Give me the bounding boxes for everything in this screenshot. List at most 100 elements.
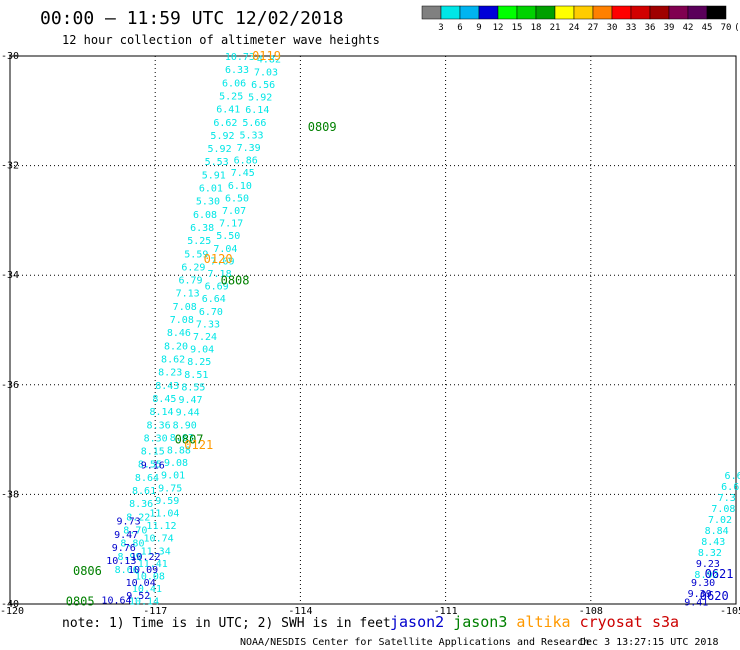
swh-label: 8.64: [135, 473, 159, 484]
swh-label: 6.01: [199, 184, 223, 195]
swh-label: 10.73: [225, 52, 255, 63]
pass-time-label: 0119: [252, 49, 281, 63]
swh-label: 6.56: [251, 80, 275, 91]
swh-label: 5.92: [208, 144, 232, 155]
colorbar-label: 30: [607, 23, 618, 33]
y-tick-label: -34: [1, 270, 19, 281]
swh-label: 8.61: [132, 486, 156, 497]
swh-label: 6.38: [190, 223, 214, 234]
satellite-jason3: jason3: [453, 613, 507, 631]
y-tick-label: -36: [1, 380, 19, 391]
page-subtitle: 12 hour collection of altimeter wave hei…: [62, 33, 380, 47]
x-tick-label: -105: [720, 606, 740, 617]
swh-label: 5.25: [219, 91, 243, 102]
swh-label: 5.25: [187, 236, 211, 247]
swh-label: 11.04: [149, 508, 179, 519]
swh-label: 8.45: [152, 394, 176, 405]
page-title: 00:00 – 11:59 UTC 12/02/2018: [40, 8, 343, 29]
x-tick-label: -108: [579, 606, 603, 617]
swh-label: 10.08: [135, 572, 165, 583]
swh-label: 9.30: [691, 578, 715, 589]
pass-time-label: 0621: [705, 567, 734, 581]
colorbar-label: 15: [512, 23, 523, 33]
colorbar-label: 36: [645, 23, 656, 33]
swh-label: 5.59: [184, 249, 208, 260]
swh-label: 5.50: [216, 231, 240, 242]
satellite-cryosat: cryosat: [580, 613, 643, 631]
swh-label: 5.33: [239, 130, 263, 141]
colorbar-swatch: [421, 5, 442, 20]
swh-label: 7.3: [718, 493, 736, 504]
swh-label: 5.53: [205, 157, 229, 168]
colorbar-label: 45: [702, 23, 713, 33]
swh-label: 9.16: [141, 460, 165, 471]
swh-label: 7.08: [173, 302, 197, 313]
swh-label: 10.04: [126, 578, 156, 589]
swh-label: 11.12: [146, 521, 176, 532]
satellite-jason2: jason2: [390, 613, 444, 631]
swh-label: 9.08: [164, 458, 188, 469]
swh-label: 6.86: [234, 156, 258, 167]
colorbar-swatch: [668, 5, 689, 20]
colorbar-label: 27: [588, 23, 599, 33]
swh-label: 8.23: [158, 368, 182, 379]
swh-label: 9.44: [176, 408, 200, 419]
swh-label: 8.70: [123, 525, 147, 536]
swh-label: 8.25: [187, 357, 211, 368]
swh-label: 8.51: [184, 370, 208, 381]
x-tick-label: -120: [0, 606, 24, 617]
satellite-altika: altika: [516, 613, 570, 631]
plot-frame: [9, 55, 737, 605]
swh-label: 6.14: [245, 105, 269, 116]
credit-line: NOAA/NESDIS Center for Satellite Applica…: [240, 637, 589, 648]
swh-label: 7.08: [711, 504, 735, 515]
colorbar-swatch: [706, 5, 727, 20]
swh-label: 7.04: [213, 244, 237, 255]
pass-time-label: 0808: [221, 274, 250, 288]
colorbar-swatch: [649, 5, 670, 20]
swh-label: 8.84: [705, 526, 729, 537]
colorbar-swatch: [535, 5, 556, 20]
axis-ticks: -30 -32 -34 -36 -38 -40-120 -117 -114 -111 -108 -1…: [0, 51, 740, 617]
colorbar-swatch: [573, 5, 594, 20]
swh-label: 8.99: [118, 552, 142, 563]
swh-label: 7.08: [170, 315, 194, 326]
swh-label: 8.14: [149, 407, 173, 418]
x-tick-label: -114: [288, 606, 312, 617]
colorbar-swatch: [459, 5, 480, 20]
swh-label: 10.74: [144, 534, 174, 545]
swh-label: 9.76: [112, 543, 136, 554]
swh-label: 9.52: [126, 591, 150, 602]
footnote: note: 1) Time is in UTC; 2) SWH is in fe…: [62, 616, 391, 631]
colorbar-label: 33: [626, 23, 637, 33]
swh-label: 11.34: [141, 546, 171, 557]
swh-label: 6.70: [199, 307, 223, 318]
swh-label: 8.90: [173, 420, 197, 431]
swh-label: 8.66: [115, 565, 139, 576]
swh-label: 6.06: [222, 78, 246, 89]
swh-label: 10.14: [129, 597, 159, 608]
swh-label: 7.17: [219, 219, 243, 230]
colorbar-label: 42: [683, 23, 694, 33]
colorbar-swatch: [554, 5, 575, 20]
swh-label: 6.69: [205, 282, 229, 293]
swh-label: 9.47: [114, 530, 138, 541]
swh-label: 10.13: [106, 556, 136, 567]
colorbar-label: 3: [438, 23, 443, 33]
pass-time-label: 0121: [184, 438, 213, 452]
colorbar-swatch: [478, 5, 499, 20]
colorbar-swatch: [687, 5, 708, 20]
colorbar-label: (ft): [734, 23, 740, 33]
satellite-legend: jason2 jason3 altika cryosat s3a: [390, 613, 679, 631]
swh-label: 6.33: [225, 65, 249, 76]
swh-label: 9.39: [688, 589, 712, 600]
swh-label: 6.62: [213, 118, 237, 129]
y-tick-label: -32: [1, 161, 19, 172]
swh-label: 8.92: [694, 570, 718, 581]
swh-label: 11.41: [138, 559, 168, 570]
swh-label: 5.66: [242, 118, 266, 129]
swh-label: 8.46: [167, 328, 191, 339]
colorbar-swatch: [611, 5, 632, 20]
pass-time-label: 0807: [175, 433, 204, 447]
swh-label: 9.01: [161, 471, 185, 482]
